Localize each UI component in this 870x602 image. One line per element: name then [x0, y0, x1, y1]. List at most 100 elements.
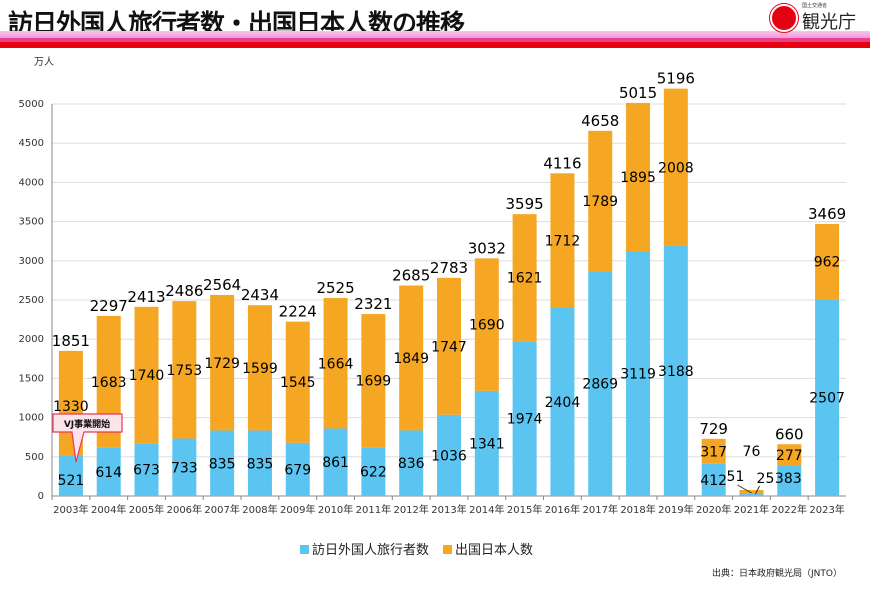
x-tick-label: 2018年 [620, 503, 655, 516]
bar-foreign [210, 430, 235, 496]
y-tick-label: 0 [38, 491, 44, 502]
x-tick-label: 2016年 [545, 503, 580, 516]
data-label-total: 4658 [581, 112, 619, 130]
bar-japanese [739, 490, 764, 495]
data-label-foreign: 1036 [431, 448, 467, 464]
x-tick-label: 2020年 [696, 503, 731, 516]
bar-foreign [815, 299, 840, 496]
legend: 訪日外国人旅行者数 出国日本人数 [300, 539, 533, 558]
data-label-total: 1851 [52, 332, 90, 350]
logo-subtext: 国土交通省 [802, 3, 828, 9]
data-label-foreign: 679 [284, 462, 311, 478]
bar-japanese [588, 130, 613, 272]
data-label-japanese: 51 [727, 469, 745, 485]
data-label-japanese: 1789 [582, 194, 618, 210]
bar-foreign [172, 438, 197, 496]
data-label-total: 2224 [279, 303, 317, 321]
bar-foreign [474, 390, 499, 496]
legend-item: 訪日外国人旅行者数 [300, 539, 429, 558]
logo-text: 観光庁 [802, 12, 856, 33]
data-label-total: 3032 [468, 239, 506, 257]
bar-japanese [361, 314, 386, 448]
data-label-foreign: 2404 [545, 395, 581, 411]
bar-japanese [247, 305, 272, 431]
bar-japanese [815, 224, 840, 300]
y-tick-label: 1000 [19, 413, 44, 424]
data-label-foreign: 673 [133, 463, 160, 479]
bar-japanese [626, 102, 651, 252]
data-label-total: 2297 [90, 297, 128, 315]
data-label-japanese: 277 [776, 448, 803, 464]
data-label-total: 2486 [165, 282, 203, 300]
data-label-foreign: 1974 [507, 412, 543, 428]
x-tick-label: 2007年 [204, 503, 239, 516]
data-label-japanese: 1712 [545, 233, 581, 249]
bar-foreign [58, 455, 83, 496]
x-tick-label: 2005年 [129, 503, 164, 516]
x-tick-label: 2012年 [393, 503, 428, 516]
data-label-japanese: 1330 [53, 399, 89, 415]
y-tick-label: 3500 [19, 217, 44, 228]
data-label-japanese: 1621 [507, 271, 543, 287]
data-label-japanese: 317 [700, 444, 727, 460]
data-label-japanese: 1740 [129, 368, 165, 384]
data-label-japanese: 1753 [167, 363, 203, 379]
x-tick-label: 2006年 [167, 503, 202, 516]
data-label-foreign: 622 [360, 465, 387, 481]
data-label-foreign: 521 [58, 473, 85, 489]
bar-japanese [550, 173, 575, 308]
data-label-japanese: 1683 [91, 375, 127, 391]
bar-foreign [437, 414, 461, 496]
y-tick-label: 2000 [19, 334, 44, 345]
data-label-total: 2525 [316, 279, 354, 297]
data-label-japanese: 1690 [469, 318, 505, 334]
bar-japanese [512, 214, 537, 342]
bar-japanese [172, 301, 197, 439]
y-tick-label: 4500 [19, 138, 44, 149]
bar-foreign [588, 271, 613, 496]
leader-line [755, 485, 760, 495]
data-label-japanese: 1895 [620, 170, 656, 186]
y-tick-label: 5000 [19, 99, 44, 110]
callout-text: VJ事業開始 [64, 418, 110, 430]
data-label-total: 2783 [430, 259, 468, 277]
logo-mark-icon [770, 4, 798, 32]
data-label-foreign: 2507 [809, 391, 845, 407]
x-tick-label: 2019年 [658, 503, 693, 516]
header-band [0, 31, 870, 38]
data-label-foreign: 412 [700, 473, 727, 489]
data-label-total: 660 [775, 425, 804, 443]
bar-foreign [96, 447, 121, 496]
bar-foreign [361, 447, 386, 496]
data-label-foreign: 835 [247, 456, 274, 472]
bar-foreign [134, 443, 159, 496]
leader-line [737, 484, 752, 494]
y-tick-label: 4000 [19, 177, 44, 188]
data-label-total: 2685 [392, 266, 430, 284]
bar-foreign [739, 494, 764, 496]
data-label-total: 3469 [808, 205, 846, 223]
y-tick-label: 3000 [19, 256, 44, 267]
bar-japanese [134, 306, 159, 444]
data-label-japanese: 1747 [431, 339, 467, 355]
legend-swatch [443, 545, 453, 554]
data-label-foreign: 614 [95, 465, 122, 481]
y-tick-label: 2500 [19, 295, 44, 306]
y-tick-label: 500 [25, 452, 44, 463]
data-label-foreign: 835 [209, 456, 236, 472]
x-tick-label: 2021年 [734, 503, 769, 516]
data-label-japanese: 1599 [242, 361, 278, 377]
data-label-foreign: 1341 [469, 436, 505, 452]
data-label-total: 2564 [203, 276, 241, 294]
header-band [0, 42, 870, 48]
callout-box [52, 413, 123, 463]
bar-japanese [210, 294, 235, 431]
bar-foreign [285, 442, 310, 496]
data-label-total: 2434 [241, 286, 279, 304]
legend-swatch [300, 545, 309, 554]
header-band [0, 38, 870, 42]
data-label-japanese: 1729 [204, 356, 240, 372]
bar-japanese [663, 88, 688, 247]
data-label-total: 2321 [354, 295, 392, 313]
